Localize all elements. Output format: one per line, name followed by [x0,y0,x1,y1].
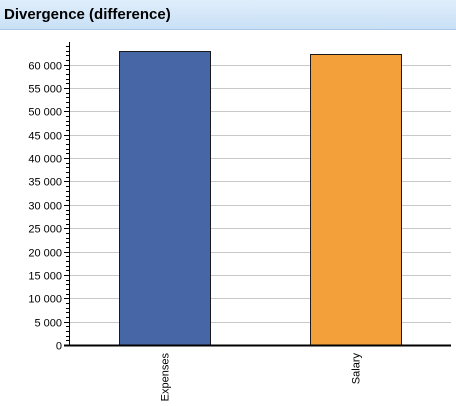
x-category-label: Expenses [160,353,172,402]
x-category-label: Salary [351,353,363,385]
bar-chart: 0 5 000 10 000 15 000 20 000 25 000 30 000 35 0… [28,42,451,402]
y-axis-ticks: 0 5 000 10 000 15 000 20 000 25 000 30 000 35 0… [28,46,69,353]
axes [64,42,451,347]
y-tick-label: 35 000 [28,177,62,189]
y-tick-label: 15 000 [28,271,62,283]
y-tick-label: 20 000 [28,248,62,260]
y-tick-label: 60 000 [28,61,62,73]
y-tick-label: 30 000 [28,201,62,213]
panel-title: Divergence (difference) [4,6,171,23]
y-tick-label: 5 000 [34,318,62,330]
y-tick-label: 40 000 [28,154,62,166]
y-tick-label: 25 000 [28,224,62,236]
y-tick-label: 50 000 [28,107,62,119]
y-tick-label: 0 [56,341,62,353]
y-tick-label: 10 000 [28,294,62,306]
y-tick-label: 55 000 [28,84,62,96]
panel-header: Divergence (difference) [0,0,456,30]
bars [119,51,402,346]
bar-expenses [119,51,211,346]
y-tick-label: 45 000 [28,131,62,143]
x-axis-labels: Expenses Salary [160,353,363,402]
bar-salary [310,54,402,346]
